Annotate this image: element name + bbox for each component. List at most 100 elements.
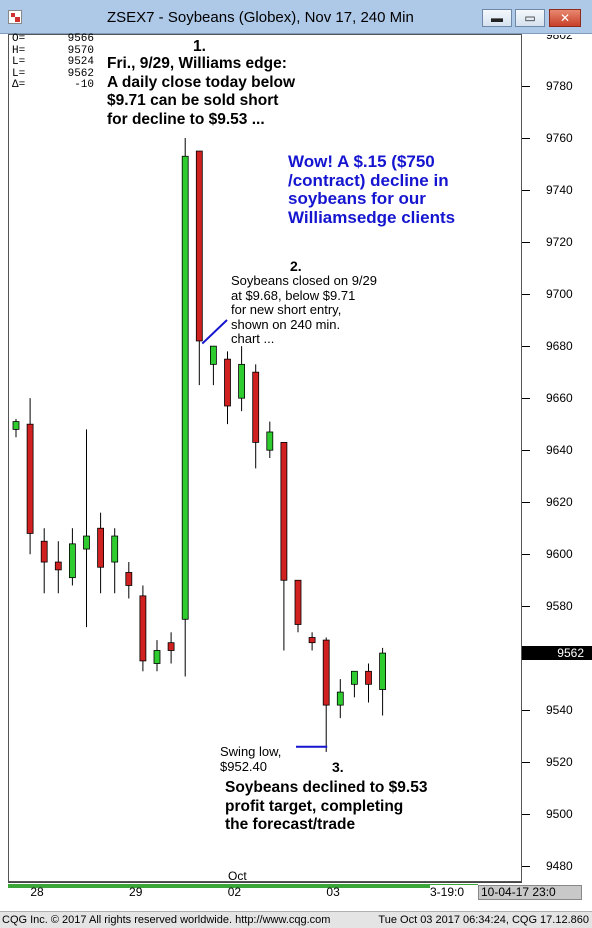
copyright-text: CQG Inc. © 2017 All rights reserved worl… [2, 914, 331, 926]
candle-body-up [181, 155, 189, 620]
candle [224, 351, 231, 425]
candle [365, 663, 372, 703]
candle [139, 585, 147, 672]
headline-line: /contract) decline in [288, 170, 449, 190]
headline-line: Wow! A $.15 ($750 [288, 152, 435, 171]
candle [308, 632, 316, 651]
month-label: Oct [228, 869, 247, 883]
candle [195, 150, 203, 386]
candle [379, 647, 387, 716]
price-tick-mark [522, 554, 530, 556]
price-tick-label-partial: 9802 [546, 28, 573, 42]
price-tick-label: 9740 [546, 183, 573, 198]
swing-low-label: Swing low, $952.40 [220, 744, 282, 774]
note1-line: Fri., 9/29, Williams edge: [107, 55, 287, 72]
status-bar: CQG Inc. © 2017 All rights reserved worl… [0, 911, 592, 928]
ohlc-value: 9524 [67, 56, 94, 69]
price-tick-mark [522, 866, 530, 868]
time-range-label[interactable]: 10-04-17 23:0 [478, 885, 582, 900]
last-price-tag: 9562 [522, 646, 592, 661]
ohlc-row: O= 9566 [12, 33, 94, 46]
price-tick-label: 9760 [546, 131, 573, 146]
note2-line: for new short entry, [231, 302, 342, 317]
app-icon[interactable] [8, 10, 22, 24]
candle [97, 512, 104, 594]
candle [167, 632, 175, 664]
price-tick-mark [522, 762, 530, 764]
price-tick-mark [522, 502, 530, 504]
candle-body-up [209, 345, 217, 365]
time-scrollbar[interactable] [8, 884, 478, 888]
price-tick-label: 9780 [546, 79, 573, 94]
price-tick-mark [522, 242, 530, 244]
note2-text: Soybeans closed on 9/29 at $9.68, below … [231, 273, 377, 347]
candle-body-up [238, 363, 246, 399]
ohlc-value: 9570 [67, 44, 94, 57]
note2-line: at $9.68, below $9.71 [231, 287, 356, 303]
candle [54, 541, 62, 594]
candle [350, 670, 358, 698]
price-tick-label: 9620 [546, 495, 573, 510]
price-tick-label: 9600 [546, 547, 573, 562]
note1-line: $9.71 can be sold short [107, 92, 279, 109]
maximize-button[interactable]: ▭ [515, 9, 545, 27]
candle-body-down [125, 572, 133, 586]
price-tick-mark [522, 190, 530, 192]
note3-line: profit target, completing [225, 797, 404, 815]
entry-pointer-line [201, 319, 228, 345]
candle-body-up [111, 535, 119, 563]
candle [266, 421, 274, 458]
candle [12, 418, 20, 438]
ohlc-label: H= [12, 44, 26, 57]
note2-marker: 2. [290, 258, 302, 274]
title-bar: ZSEX7 - Soybeans (Globex), Nov 17, 240 M… [0, 0, 592, 34]
swing-low-line: $952.40 [220, 758, 267, 774]
note1-line: for decline to $9.53 ... [107, 110, 265, 128]
price-tick-label: 9720 [546, 235, 573, 250]
price-tick-label: 9660 [546, 391, 573, 406]
date-label: 29 [129, 885, 143, 899]
candle-body-down [40, 540, 48, 563]
candle-body-up [336, 691, 344, 706]
candle [26, 398, 34, 555]
ohlc-value: -10 [74, 79, 94, 92]
price-tick-mark [522, 86, 530, 88]
ohlc-value: 9566 [67, 33, 94, 45]
close-button[interactable]: ✕ [549, 9, 581, 27]
headline-line: soybeans for our [288, 189, 426, 208]
candle [336, 679, 344, 719]
candle-body-up [83, 535, 90, 550]
price-tick-label: 9480 [546, 859, 573, 874]
candle-body-up [266, 431, 274, 451]
candle [181, 138, 189, 677]
price-tick-mark [522, 138, 530, 140]
candle [209, 345, 217, 386]
ohlc-value: 9562 [67, 67, 94, 80]
price-tick-label: 9540 [546, 703, 573, 718]
candle-body-down [294, 579, 302, 625]
candle [125, 562, 133, 599]
date-label: 28 [30, 885, 44, 899]
timestamp-text: Tue Oct 03 2017 06:34:24, CQG 17.12.860 [378, 914, 589, 926]
price-axis[interactable] [522, 34, 592, 882]
candle-body-down [54, 561, 62, 571]
price-tick-mark [522, 450, 530, 452]
minimize-button[interactable]: ▬ [482, 9, 512, 27]
note2-line: chart ... [231, 331, 275, 346]
price-tick-mark [522, 814, 530, 816]
ohlc-label: L= [12, 56, 26, 69]
candle-body-up [153, 650, 161, 664]
candle-body-down [224, 358, 231, 407]
candle-body-down [167, 642, 175, 651]
candle-body-down [97, 527, 104, 568]
note1-line: A daily close today below [107, 73, 296, 91]
swing-low-line: Swing low, [220, 744, 282, 759]
ohlc-readout: O= 9566 H= 9570 L= 9524 L= 9562 Δ= -10 [12, 33, 94, 92]
candle-body-up [12, 421, 20, 430]
ohlc-label: L= [12, 67, 26, 80]
chart-area[interactable] [8, 34, 522, 882]
ohlc-label: Δ= [12, 79, 26, 92]
price-tick-mark [522, 606, 530, 608]
scroll-position-label[interactable]: 3-19:0 [430, 885, 478, 899]
